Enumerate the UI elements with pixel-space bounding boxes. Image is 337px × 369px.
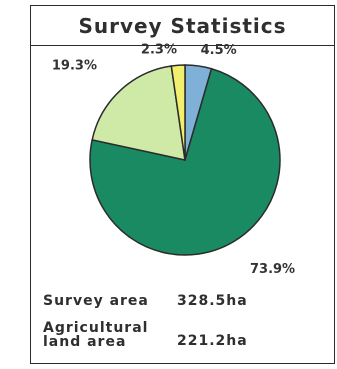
survey-area-label: Survey area [43,293,149,309]
survey-area-row: Survey area 328.5ha [43,294,328,308]
pie-slice-label-3: 19.3% [52,59,97,74]
agricultural-area-value: 221.2ha [177,333,248,349]
pie-slice-2 [89,67,281,256]
pie-slice-label-2: 73.9% [250,262,295,277]
agricultural-area-row: Agricultural land area 221.2ha [43,321,328,349]
panel-title: Survey Statistics [31,6,334,46]
pie-slice-label-4: 2.3% [141,42,177,57]
agricultural-area-label-line2: land area [43,334,127,350]
pie-slice-label-1: 4.5% [201,43,237,58]
pie-slice-4 [170,64,186,161]
pie-slice-3 [91,65,186,161]
survey-statistics-panel: Survey Statistics 4.5% 73.9% 19.3% 2.3% Sur… [30,5,335,364]
agricultural-area-label-line1: Agricultural [43,320,149,336]
pie-chart: 4.5% 73.9% 19.3% 2.3% [52,42,295,277]
survey-area-value: 328.5ha [177,293,248,309]
